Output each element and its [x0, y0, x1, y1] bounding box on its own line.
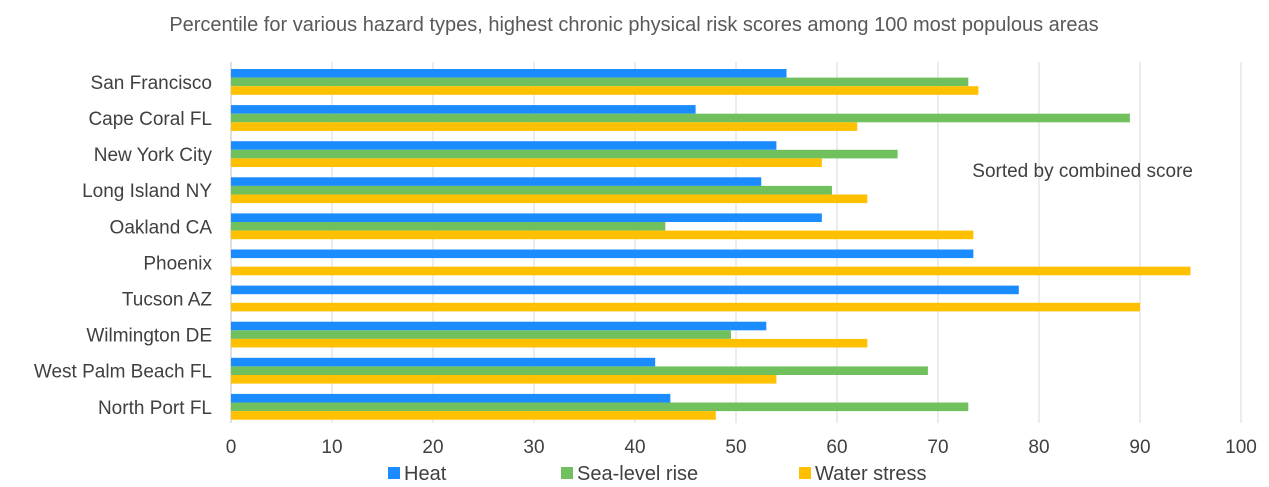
bar: [231, 141, 777, 150]
x-tick-label: 30: [523, 437, 544, 458]
x-tick-label: 70: [927, 437, 948, 458]
bar: [231, 222, 666, 231]
bar: [231, 357, 656, 367]
bar: [231, 266, 1191, 276]
category-labels: San Francisco Cape Coral FL New York City L…: [34, 73, 213, 419]
bar: [231, 113, 1130, 123]
legend-label: Heat: [404, 463, 447, 485]
x-tick-label: 80: [1028, 437, 1049, 458]
category-label: Tucson AZ: [122, 290, 213, 311]
category-label: Phoenix: [143, 253, 212, 274]
bar: [231, 177, 762, 186]
category-label: Long Island NY: [82, 181, 212, 202]
category-label: San Francisco: [91, 73, 212, 94]
bar: [231, 122, 858, 131]
bar: [231, 321, 767, 331]
bar: [231, 213, 822, 222]
bar: [231, 158, 822, 167]
x-tick-label: 90: [1129, 437, 1150, 458]
bar: [231, 366, 928, 375]
x-tick-label: 20: [422, 437, 443, 458]
chart-title: Percentile for various hazard types, hig…: [169, 14, 1098, 36]
x-tick-label: 100: [1225, 437, 1257, 458]
legend-label: Water stress: [815, 463, 927, 485]
category-label: Wilmington DE: [86, 326, 212, 347]
bar: [231, 393, 671, 403]
category-label: Cape Coral FL: [88, 109, 212, 130]
x-axis-ticks: 0 10 20 30 40 50 60 70 80 90 100: [226, 437, 1257, 458]
sort-annotation: Sorted by combined score: [972, 161, 1193, 182]
bar: [231, 86, 979, 95]
category-label: West Palm Beach FL: [34, 362, 212, 383]
x-tick-label: 0: [226, 437, 237, 458]
x-tick-label: 60: [826, 437, 847, 458]
legend: Heat Sea-level rise Water stress: [388, 463, 927, 485]
bar: [231, 69, 787, 78]
legend-swatch: [561, 467, 573, 479]
bar: [231, 338, 868, 348]
bar: [231, 77, 969, 87]
bar: [231, 375, 777, 384]
bar: [231, 185, 832, 195]
x-tick-label: 50: [725, 437, 746, 458]
bar: [231, 194, 868, 204]
x-tick-label: 10: [321, 437, 342, 458]
category-label: Oakland CA: [110, 217, 213, 238]
legend-swatch: [388, 467, 400, 479]
bars: [231, 69, 1191, 420]
bar: [231, 330, 731, 339]
category-label: North Port FL: [98, 398, 212, 419]
category-label: New York City: [94, 145, 213, 166]
bar: [231, 402, 969, 412]
legend-label: Sea-level rise: [577, 463, 698, 485]
bar: [231, 285, 1019, 295]
bar: [231, 249, 974, 259]
legend-swatch: [799, 467, 811, 479]
bar: [231, 411, 716, 420]
bar: [231, 105, 696, 114]
bar: [231, 302, 1140, 312]
bar: [231, 230, 974, 240]
bar: [231, 149, 898, 159]
x-tick-label: 40: [624, 437, 645, 458]
